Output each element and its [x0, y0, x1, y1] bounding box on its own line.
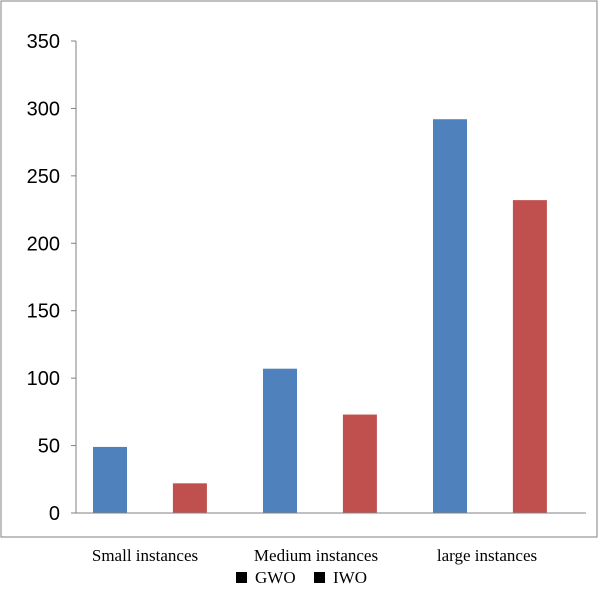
legend-label-gwo: GWO	[255, 568, 296, 587]
y-tick-label: 200	[27, 233, 60, 255]
y-tick-label: 350	[27, 31, 60, 53]
chart-border	[0, 0, 598, 538]
x-tick-label: Medium instances	[254, 546, 378, 565]
bar-gwo-2	[433, 119, 467, 514]
bar-iwo-1	[342, 414, 377, 513]
bar-iwo-0	[172, 483, 207, 513]
bars	[93, 119, 547, 514]
bar-gwo-1	[263, 368, 297, 513]
x-axis: Small instances Medium instances large ins…	[76, 512, 586, 565]
bar-iwo-2	[512, 200, 547, 514]
y-tick-label: 300	[27, 98, 60, 120]
y-tick-label: 150	[27, 301, 60, 323]
legend-swatch-iwo	[314, 572, 325, 583]
x-tick-label: large instances	[437, 546, 537, 565]
x-tick-label: Small instances	[92, 546, 198, 565]
legend-label-iwo: IWO	[333, 568, 367, 587]
bar-gwo-0	[93, 446, 127, 513]
y-tick-label: 0	[49, 503, 60, 525]
y-tick-label: 250	[27, 166, 60, 188]
y-tick-label: 50	[38, 436, 60, 458]
legend: GWO IWO	[236, 568, 367, 587]
y-tick-label: 100	[27, 368, 60, 390]
legend-swatch-gwo	[236, 572, 247, 583]
y-axis: 0 50 100 150 200 250 300 350	[27, 31, 77, 525]
